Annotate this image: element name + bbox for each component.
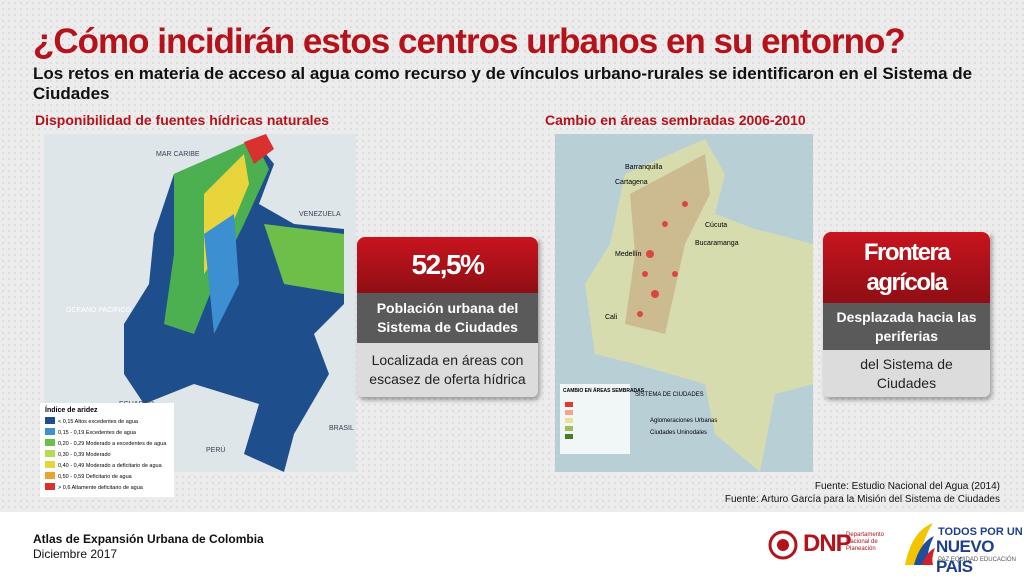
legend-item: 0,50 - 0,59 Deficitario de agua (58, 474, 133, 480)
legend-item: 0,15 - 0,19 Excedentes de agua (58, 430, 137, 436)
legend-item: Ciudades Uninodales (650, 430, 707, 436)
slogan-sub: PAZ EQUIDAD EDUCACIÓN (938, 557, 1016, 563)
seal (768, 530, 798, 560)
card-value: 52,5% (357, 237, 538, 293)
stat-card: Frontera agrícola Desplazada hacia las p… (823, 232, 990, 397)
map-caption: Cambio en áreas sembradas 2006-2010 (545, 112, 806, 128)
map-legend: Índice de aridez < 0,15 Altos excedentes… (40, 403, 174, 497)
card-text: Localizada en áreas con escasez de ofert… (357, 343, 538, 397)
footer-date: Diciembre 2017 (33, 547, 118, 561)
legend-title: Índice de aridez (45, 405, 98, 414)
city-label: Bucaramanga (695, 240, 739, 247)
card-heading: Población urbana del Sistema de Ciudades (357, 293, 538, 343)
city-label: Cali (605, 314, 618, 321)
card-text: del Sistema de Ciudades (823, 350, 990, 397)
city-label: Barranquilla (625, 164, 662, 171)
source: Fuente: Estudio Nacional del Agua (2014) (814, 481, 1000, 492)
title: ¿Cómo incidirán estos centros urbanos en… (33, 22, 906, 61)
legend-item: > 0,6 Altamente deficitario de agua (58, 485, 144, 491)
source: Fuente: Arturo García para la Misión del… (724, 494, 1000, 505)
map-label: MAR CARIBE (156, 151, 200, 158)
legend-title: CAMBIO EN ÁREAS SEMBRADAS (563, 387, 645, 394)
flag-icon (905, 523, 935, 565)
legend-item: 0,30 - 0,39 Moderado (58, 452, 111, 458)
map-label: PERÚ (206, 445, 225, 454)
map-caption: Disponibilidad de fuentes hídricas natur… (35, 112, 330, 128)
legend-title: SISTEMA DE CIUDADES (635, 392, 704, 398)
legend-item: 0,20 - 0,29 Moderado a excedentes de agu… (58, 441, 167, 447)
crops-map: Barranquilla Cartagena Cúcuta Bucaramang… (555, 134, 813, 472)
water-map: MAR CARIBE VENEZUELA OCEANO PACIFICO ECU… (44, 134, 356, 472)
city-label: Cúcuta (705, 222, 727, 229)
legend-item: 0,40 - 0,49 Moderado a deficitario de ag… (58, 463, 163, 469)
map-label: BRASIL (329, 425, 354, 432)
slogan-main: NUEVO PAÍS (936, 537, 994, 576)
card-value: Frontera agrícola (823, 232, 990, 303)
city-label: Cartagena (615, 179, 648, 186)
legend-swatch (45, 417, 55, 424)
dnp-logo: DNP (803, 530, 852, 557)
dnp-name: Departamento Nacional de Planeación (846, 532, 885, 552)
map-label: OCEANO PACIFICO (66, 307, 131, 314)
legend-swatch (45, 450, 55, 457)
map-label: VENEZUELA (299, 211, 341, 218)
legend-swatch (45, 483, 55, 490)
subtitle: Los retos en materia de acceso al agua c… (33, 64, 973, 103)
card-heading: Desplazada hacia las periferias (823, 303, 990, 350)
slogan-top: TODOS POR UN (938, 526, 1023, 538)
legend-item: < 0,15 Altos excedentes de agua (58, 419, 139, 425)
legend-swatch (45, 428, 55, 435)
legend-item: Aglomeraciones Urbanas (650, 418, 717, 424)
city-label: Medellín (615, 251, 642, 258)
stat-card: 52,5% Población urbana del Sistema de Ci… (357, 237, 538, 397)
footer: Atlas de Expansión Urbana de Colombia Di… (0, 512, 1024, 576)
legend-swatch (45, 472, 55, 479)
legend-swatch (45, 461, 55, 468)
legend-swatch (45, 439, 55, 446)
footer-title: Atlas de Expansión Urbana de Colombia (33, 532, 264, 546)
